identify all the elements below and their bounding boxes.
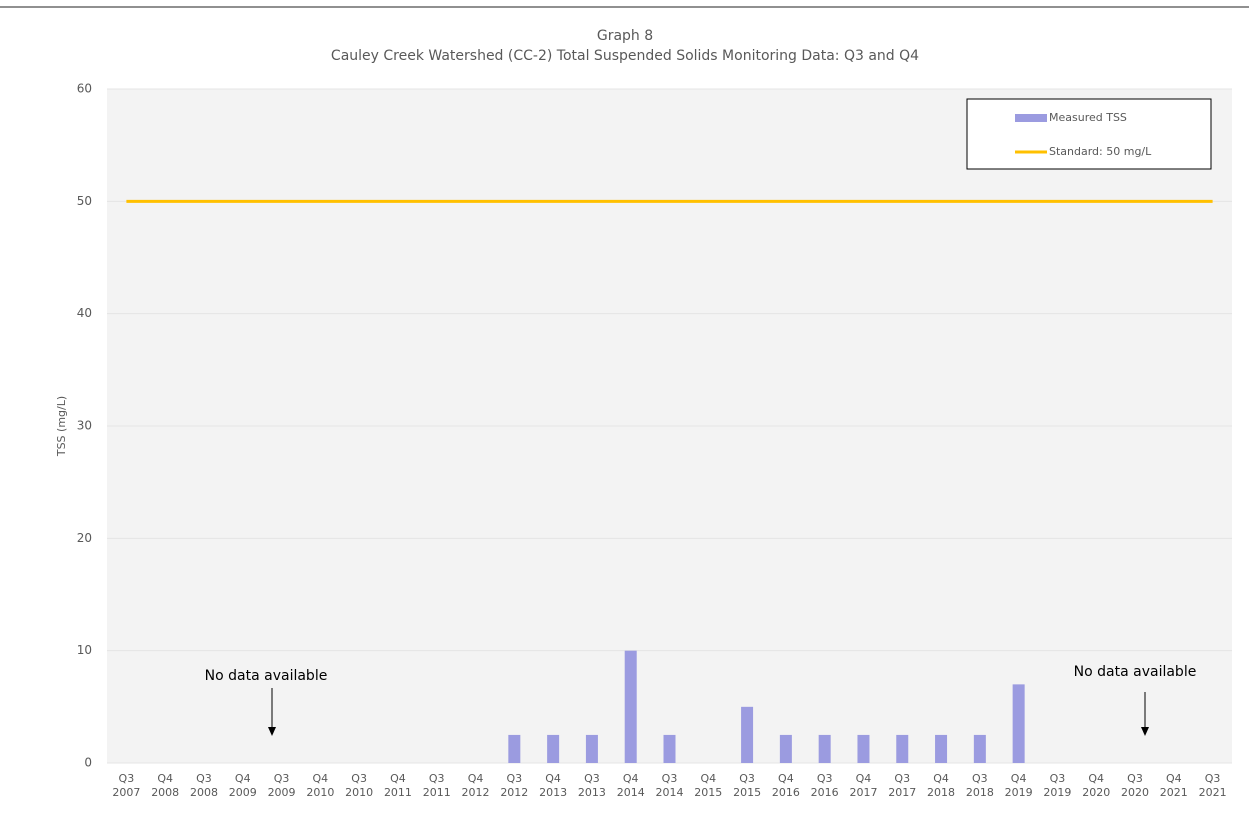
x-tick-label: Q3 2012	[500, 772, 529, 799]
arrow-head	[268, 727, 276, 736]
x-tick-label: Q3 2008	[189, 772, 218, 799]
y-tick-label: 20	[77, 531, 92, 545]
bar	[547, 734, 560, 763]
x-tick-label: Q3 2020	[1121, 772, 1150, 799]
x-tick-label: Q4 2016	[771, 772, 800, 799]
bar	[857, 734, 870, 763]
x-tick-label: Q4 2011	[383, 772, 412, 799]
y-tick-label: 50	[77, 194, 92, 208]
x-tick-label: Q4 2017	[849, 772, 878, 799]
x-tick-label: Q3 2013	[577, 772, 606, 799]
x-tick-label: Q3 2021	[1198, 772, 1227, 799]
x-tick-label: Q4 2013	[539, 772, 568, 799]
x-tick-label: Q4 2014	[616, 772, 645, 799]
bar	[818, 734, 831, 763]
x-tick-label: Q3 2016	[810, 772, 839, 799]
bar	[935, 734, 948, 763]
x-tick-label: Q4 2015	[694, 772, 723, 799]
legend-swatch	[1015, 114, 1047, 122]
x-tick-label: Q4 2008	[151, 772, 180, 799]
legend-label: Measured TSS	[1049, 111, 1127, 124]
chart-subtitle: Cauley Creek Watershed (CC-2) Total Susp…	[331, 48, 919, 64]
legend-label: Standard: 50 mg/L	[1049, 145, 1152, 158]
x-tick-label: Q3 2009	[267, 772, 296, 799]
annotation: No data available	[1074, 664, 1197, 680]
x-tick-label: Q3 2011	[422, 772, 451, 799]
x-tick-label: Q4 2019	[1004, 772, 1033, 799]
y-tick-label: 30	[77, 419, 92, 433]
bar	[896, 734, 909, 763]
x-tick-label: Q3 2019	[1043, 772, 1072, 799]
bar	[973, 734, 986, 763]
annotation: No data available	[205, 668, 328, 684]
bar	[663, 734, 676, 763]
bar	[779, 734, 792, 763]
x-tick-label: Q3 2018	[965, 772, 994, 799]
x-tick-label: Q4 2009	[228, 772, 257, 799]
y-tick-label: 10	[77, 643, 92, 657]
x-tick-label: Q4 2010	[306, 772, 335, 799]
bar	[508, 734, 521, 763]
x-tick-label: Q3 2017	[888, 772, 917, 799]
bar	[624, 650, 637, 763]
chart-title: Graph 8	[597, 28, 653, 44]
x-tick-label: Q3 2007	[112, 772, 141, 799]
arrow-head	[1141, 727, 1149, 736]
y-tick-label: 60	[77, 82, 92, 96]
x-tick-label: Q4 2020	[1082, 772, 1111, 799]
y-axis-label: TSS (mg/L)	[55, 396, 68, 457]
x-tick-label: Q3 2014	[655, 772, 684, 799]
bar	[585, 734, 598, 763]
x-tick-label: Q4 2018	[927, 772, 956, 799]
x-tick-label: Q4 2012	[461, 772, 490, 799]
y-tick-label: 0	[84, 756, 92, 770]
x-tick-label: Q3 2010	[345, 772, 374, 799]
y-tick-label: 40	[77, 306, 92, 320]
x-tick-label: Q4 2021	[1159, 772, 1188, 799]
bar	[741, 706, 754, 763]
legend-box	[966, 98, 1212, 170]
bar	[1012, 684, 1025, 763]
x-tick-label: Q3 2015	[733, 772, 762, 799]
